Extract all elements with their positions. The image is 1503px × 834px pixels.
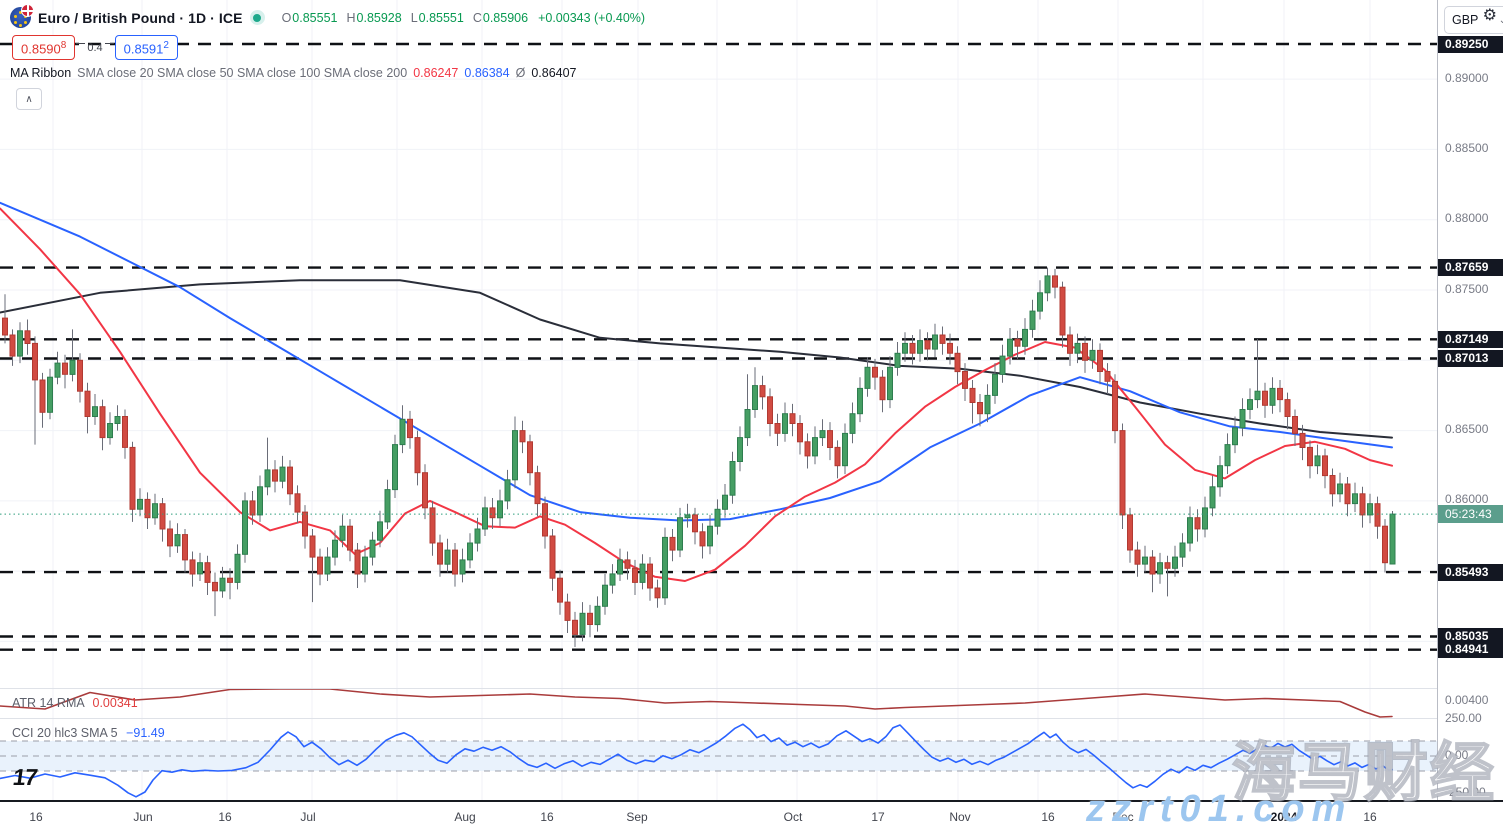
price-scale-label: 0.87149 [1438,330,1503,348]
time-axis-label: 17 [871,810,885,824]
high-value: H0.85928 [346,10,402,25]
collapse-legend-button[interactable]: ∧ [16,88,42,110]
time-axis-label: Nov [949,810,971,824]
ma-ribbon-title: MA Ribbon [10,66,72,80]
time-axis-label: 16 [1363,810,1377,824]
gear-icon[interactable]: ⚙ [1482,7,1497,24]
price-scale-label: 0.89000 [1445,70,1489,85]
price-scale-label: 0.89250 [1438,35,1503,53]
time-axis-label: Sep [626,810,648,824]
atr-value: 0.00341 [92,696,138,710]
sma50-value: 0.86384 [464,66,510,80]
price-scale-label: 0.86000 [1445,492,1489,507]
price-scale-label: 0.00 [1445,748,1469,762]
price-scale[interactable]: GBP ⌄ 05:23:43 0.89250 0.89000 0.88500 0.88… [1437,0,1503,800]
price-scale-label: 0.88000 [1445,211,1489,226]
price-scale-label: 0.87500 [1445,281,1489,296]
currency-dropdown[interactable]: GBP ⌄ [1444,6,1503,34]
price-scale-label: 0.85493 [1438,563,1503,581]
atr-legend[interactable]: ATR 14 RMA 0.00341 [12,696,138,710]
price-scale-label: 250.00 [1445,711,1482,725]
cci-label: CCI 20 hlc3 SMA 5 [12,726,118,740]
ma-ribbon-params: SMA close 20 SMA close 50 SMA close 100 … [77,66,408,80]
price-scale-label: 0.86500 [1445,422,1489,437]
bid-box[interactable]: 0.85908 [12,35,76,61]
open-value: O0.85551 [281,10,338,25]
average-symbol: Ø [515,66,526,80]
bid-ask-row: 0.85908 0.4 0.85912 [12,35,178,61]
ma-ribbon-legend[interactable]: MA Ribbon SMA close 20 SMA close 50 SMA … [10,66,577,80]
symbol-legend[interactable]: Euro / British Pound · 1D · ICE O0.85551… [10,4,646,28]
time-axis[interactable]: 16 Jun 16 Jul Aug 16 Sep Oct 17 Nov 16 Dec 2024 16 [0,800,1503,834]
time-axis-label: 16 [540,810,554,824]
cci-value: −91.49 [126,726,165,740]
price-scale-label: 0.87013 [1438,350,1503,367]
symbol-title: Euro / British Pound · 1D · ICE [38,9,243,26]
chevron-up-icon: ∧ [25,93,33,105]
time-axis-label: Jul [300,810,316,824]
time-axis-label: Jun [133,810,153,824]
cci-legend[interactable]: CCI 20 hlc3 SMA 5 −91.49 [12,726,165,740]
price-scale-label: 0.85035 [1438,628,1503,645]
sma20-value: 0.86247 [413,66,459,80]
close-value: C0.85906 [472,10,529,25]
ask-box[interactable]: 0.85912 [114,35,178,61]
time-axis-label: 2024 [1270,810,1298,824]
ohlc-values: O0.85551 H0.85928 L0.85551 C0.85906 +0.0… [282,11,646,25]
time-axis-label: 16 [29,810,43,824]
time-axis-label: 16 [1041,810,1055,824]
change-value: +0.00343 (+0.40%) [538,10,646,25]
low-value: L0.85551 [410,10,464,25]
market-status-icon [249,10,265,25]
price-scale-label: 0.84941 [1438,641,1503,659]
price-scale-label: -250.00 [1445,785,1486,799]
price-scale-label: 0.87659 [1438,259,1503,277]
spread-value: 0.4 [76,42,115,54]
time-axis-label: Oct [783,810,803,824]
ma-average-value: 0.86407 [531,66,577,80]
chart-canvas[interactable] [0,0,1437,800]
price-scale-label: 0.88500 [1445,140,1489,155]
atr-label: ATR 14 RMA [12,696,85,710]
time-axis-label: Dec [1112,810,1134,824]
eurgbp-flag-icon [10,4,34,28]
time-axis-label: Aug [454,810,476,824]
tradingview-logo[interactable]: 17 [11,764,39,790]
time-axis-label: 16 [218,810,232,824]
bar-countdown: 05:23:43 [1438,505,1503,523]
chevron-down-icon: ⌄ [1498,14,1503,26]
currency-label: GBP [1452,13,1479,27]
price-scale-label: 0.00400 [1445,693,1489,707]
